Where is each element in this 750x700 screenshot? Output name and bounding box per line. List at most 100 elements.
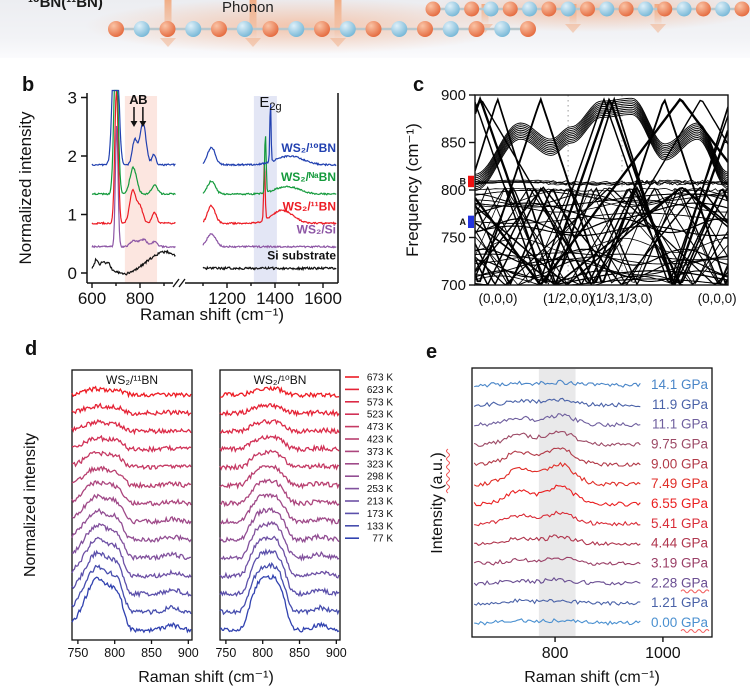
svg-text:800: 800 <box>104 646 125 660</box>
band-line <box>475 181 728 186</box>
peak-annotation: B <box>138 92 147 107</box>
svg-text:600: 600 <box>78 289 106 308</box>
spellcheck-squiggle <box>446 448 450 494</box>
svg-text:750: 750 <box>67 646 88 660</box>
svg-text:850: 850 <box>141 646 162 660</box>
phonon-bands <box>475 95 728 285</box>
phonon-arrow <box>481 4 489 24</box>
band-line <box>475 199 728 213</box>
pressure-spectrum <box>473 556 641 566</box>
pressure-spectrum <box>474 618 641 626</box>
pressure-spectrum <box>473 447 641 468</box>
svg-text:1: 1 <box>68 206 77 225</box>
panel-letter-c: c <box>413 74 425 96</box>
svg-text:3: 3 <box>68 89 77 108</box>
nitrogen-atom <box>599 1 615 17</box>
panel-letter-e: e <box>426 341 438 363</box>
temperature-spectrum <box>71 536 192 579</box>
phonon-arrow-head <box>160 38 176 47</box>
temperature-spectrum <box>71 564 192 616</box>
highlight-band <box>538 369 576 636</box>
temperature-spectrum <box>71 402 192 417</box>
svg-text:850: 850 <box>441 135 466 152</box>
spectrum-curve <box>202 136 337 196</box>
boron-atom <box>580 1 595 17</box>
legend-label: 323 K <box>367 459 393 470</box>
boron-atom <box>657 1 673 17</box>
boron-atom <box>502 1 518 17</box>
phonon-arrow-head <box>565 24 581 33</box>
temperature-spectrum <box>219 493 340 526</box>
pressure-label: 1.21 GPa <box>651 595 709 610</box>
x-axis-label: Raman shift (cm⁻¹) <box>138 669 274 686</box>
temperature-spectrum <box>71 385 192 399</box>
pressure-spectrum <box>473 430 641 447</box>
boron-atom <box>108 21 124 37</box>
series-label: WS₂/¹⁰BN <box>281 141 336 155</box>
spectrum-curve <box>91 89 176 196</box>
mode-marker-label: A <box>460 217 467 227</box>
temperature-spectrum <box>71 549 192 599</box>
band-line <box>475 110 728 188</box>
boron-atom <box>262 21 279 37</box>
y-axis-label: Intensity (a.u.) <box>429 452 446 553</box>
pressure-spectrum <box>474 379 641 388</box>
temperature-spectrum <box>71 493 192 526</box>
nitrogen-atom <box>185 21 202 37</box>
subpanel-title: WS₂/¹⁰BN <box>254 373 307 387</box>
legend-label: 373 K <box>367 447 393 458</box>
k-point-label: (0,0,0) <box>698 291 737 306</box>
spectrum-curve <box>202 265 337 272</box>
phonon-arrow-head <box>650 24 666 33</box>
temperature-spectrum <box>219 402 340 418</box>
band-line <box>475 259 728 278</box>
temperature-spectrum <box>71 465 192 489</box>
pressure-spectrum <box>474 413 641 428</box>
temperature-spectrum <box>219 385 340 399</box>
svg-text:1600: 1600 <box>304 289 342 308</box>
band-line <box>475 193 728 206</box>
legend-label: 673 K <box>367 373 393 384</box>
spectrum-curve <box>91 249 176 276</box>
band-line <box>475 106 728 184</box>
svg-text:700: 700 <box>441 277 466 294</box>
spectrum-curve <box>202 233 337 249</box>
band-line <box>475 258 728 276</box>
temperature-spectrum <box>219 561 340 616</box>
temperature-spectrum <box>219 535 340 580</box>
legend-label: 133 K <box>367 521 393 532</box>
panel-letter-b: b <box>22 74 35 96</box>
band-line <box>548 270 728 285</box>
mode-marker-B <box>468 175 474 188</box>
svg-text:1400: 1400 <box>256 289 294 308</box>
k-point-label: (1/3,1/3,0) <box>591 291 653 306</box>
phonon-arrow <box>654 4 662 24</box>
atom-chain-graphic <box>85 0 750 54</box>
band-line <box>475 108 728 186</box>
boron-atom <box>734 1 750 17</box>
series-label: WS₂/Si <box>297 223 336 237</box>
band-line <box>475 99 728 177</box>
boron-atom <box>425 1 441 17</box>
band-line <box>475 112 728 190</box>
band-line <box>475 96 728 285</box>
temperature-spectrum <box>71 576 192 634</box>
nitrogen-atom <box>339 21 356 37</box>
panel-c-chart: 700 750 800 850 900 B A (0,0,0) (1/2,0,0)(1/3,1/… <box>405 87 737 306</box>
spectrum-curve <box>203 164 337 226</box>
series-label: WS₂/¹¹BN <box>283 199 336 213</box>
legend-label: 423 K <box>367 435 393 446</box>
band-line <box>475 101 728 179</box>
peak-annotation: A <box>129 92 139 107</box>
spectrum-curve <box>202 104 337 167</box>
band-line <box>475 186 728 285</box>
band-line <box>475 103 728 181</box>
nitrogen-atom <box>288 21 305 37</box>
legend-label: 253 K <box>367 484 393 495</box>
spellcheck-squiggle <box>680 629 710 633</box>
band-line <box>475 275 678 285</box>
boron-atom <box>468 21 485 37</box>
nitrogen-atom <box>637 1 653 17</box>
svg-text:900: 900 <box>178 646 199 660</box>
